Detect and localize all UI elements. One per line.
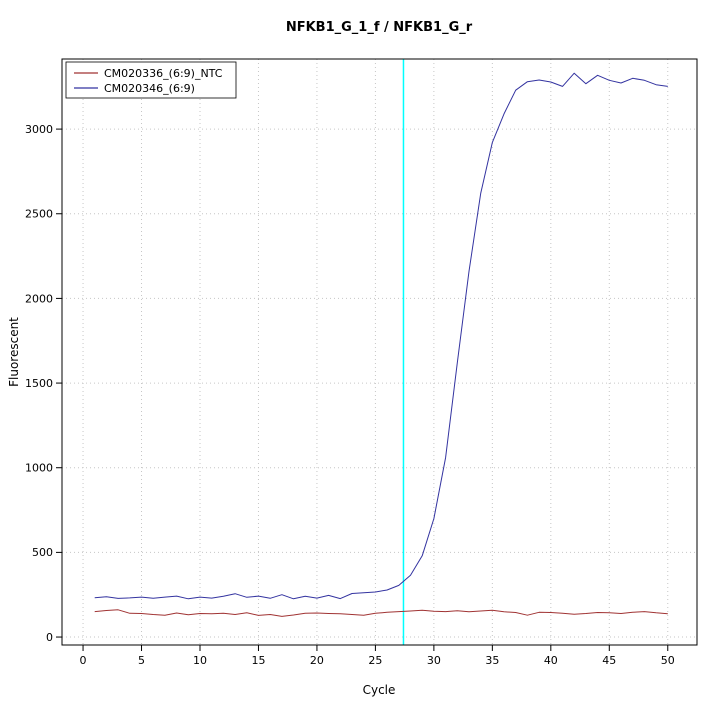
y-tick-label: 1500 xyxy=(25,377,53,390)
grid-layer xyxy=(62,59,697,645)
x-tick-label: 30 xyxy=(427,654,441,667)
x-tick-label: 25 xyxy=(368,654,382,667)
x-tick-label: 35 xyxy=(485,654,499,667)
x-tick-label: 15 xyxy=(251,654,265,667)
x-tick-label: 20 xyxy=(310,654,324,667)
chart-title: NFKB1_G_1_f / NFKB1_G_r xyxy=(286,20,473,35)
x-tick-label: 10 xyxy=(193,654,207,667)
legend-box xyxy=(65,61,237,99)
legend-label-ntc: CM020336_(6:9)_NTC xyxy=(104,67,223,80)
tick-layer: 0 5 10 15 20 25 30 35 40 45 5005001000150020002500… xyxy=(25,123,675,667)
y-axis-label: Fluorescent xyxy=(7,317,21,387)
y-tick-label: 2000 xyxy=(25,292,53,305)
x-tick-label: 0 xyxy=(80,654,87,667)
y-tick-label: 2500 xyxy=(25,208,53,221)
y-tick-label: 1000 xyxy=(25,462,53,475)
legend-label-sample: CM020346_(6:9) xyxy=(104,82,195,95)
plot-border xyxy=(61,58,698,646)
x-tick-label: 45 xyxy=(602,654,616,667)
y-tick-label: 500 xyxy=(32,546,53,559)
series-line xyxy=(94,72,668,600)
series-layer xyxy=(94,72,668,617)
legend: CM020336_(6:9)_NTC CM020346_(6:9) xyxy=(65,61,237,99)
x-tick-label: 40 xyxy=(544,654,558,667)
y-tick-label: 0 xyxy=(46,631,53,644)
x-tick-label: 5 xyxy=(138,654,145,667)
x-tick-label: 50 xyxy=(661,654,675,667)
series-line xyxy=(94,609,668,617)
x-axis-label: Cycle xyxy=(363,683,396,697)
y-tick-label: 3000 xyxy=(25,123,53,136)
